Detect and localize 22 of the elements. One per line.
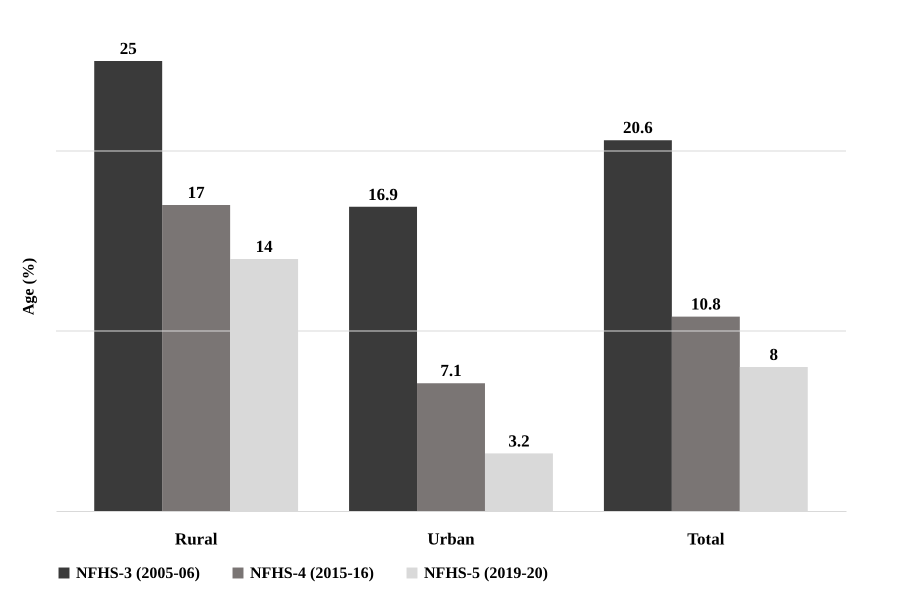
bar <box>94 61 162 511</box>
bar <box>349 206 418 511</box>
data-label: 10.8 <box>690 294 721 314</box>
legend-label: NFHS-3 (2005-06) <box>76 565 200 582</box>
y-axis-title: Age (%) <box>20 258 38 316</box>
data-label: 16.9 <box>368 184 398 204</box>
data-label: 7.1 <box>440 361 462 380</box>
bar <box>417 383 485 511</box>
bar <box>672 316 740 511</box>
data-label: 3.2 <box>508 431 530 450</box>
data-label: 8 <box>770 345 778 364</box>
data-label: 25 <box>120 39 137 58</box>
data-label: 20.6 <box>623 118 653 138</box>
bar <box>604 140 672 511</box>
legend-label: NFHS-5 (2019-20) <box>424 565 548 582</box>
bar <box>162 205 230 511</box>
data-label: 17 <box>188 183 206 202</box>
legend-label: NFHS-4 (2015-16) <box>250 565 374 582</box>
data-label: 14 <box>256 237 274 256</box>
x-tick-label: Total <box>687 530 725 548</box>
x-tick-label: Urban <box>427 530 476 548</box>
x-tick-label: Rural <box>174 530 218 548</box>
